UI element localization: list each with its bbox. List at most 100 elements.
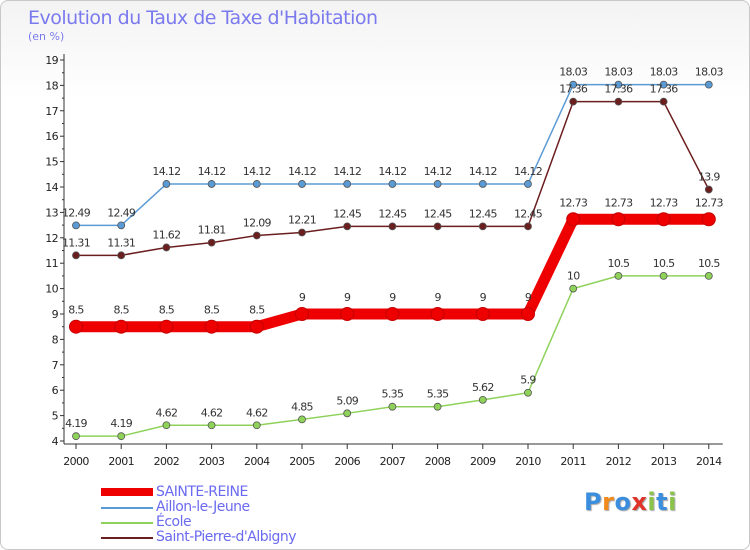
data-label-ecole: 5.9: [520, 374, 536, 387]
data-point-aillon-le-jeune: [388, 180, 397, 188]
data-point-saint-pierre-d-albigny: [162, 243, 171, 252]
data-label-ecole: 4.62: [156, 406, 178, 419]
data-label-aillon-le-jeune: 14.12: [288, 165, 316, 178]
chart-subtitle: (en %): [28, 30, 65, 43]
data-label-aillon-le-jeune: 18.03: [559, 66, 588, 79]
data-point-ecole: [72, 432, 80, 441]
data-point-saint-pierre-d-albigny: [569, 97, 578, 106]
x-tick-label: 2014: [696, 455, 722, 468]
data-label-aillon-le-jeune: 14.12: [152, 165, 180, 178]
legend-label-sainte-reine: SAINTE-REINE: [156, 484, 248, 500]
data-point-saint-pierre-d-albigny: [614, 97, 623, 106]
x-tick-label: 2005: [289, 455, 315, 468]
data-label-saint-pierre-d-albigny: 17.36: [559, 83, 588, 96]
x-tick-label: 2004: [244, 455, 270, 468]
data-label-aillon-le-jeune: 12.49: [107, 206, 136, 219]
legend-label-ecole: École: [156, 514, 192, 530]
y-tick-label: 5: [52, 410, 59, 423]
y-tick-label: 14: [45, 181, 58, 194]
data-label-sainte-reine: 8.5: [113, 304, 129, 317]
x-tick-label: 2013: [651, 455, 677, 468]
data-label-sainte-reine: 9: [525, 291, 532, 304]
x-tick-label: 2008: [425, 455, 451, 468]
legend-item-ecole[interactable]: École: [101, 514, 361, 530]
data-point-sainte-reine: [701, 212, 716, 227]
data-point-saint-pierre-d-albigny: [207, 238, 216, 247]
x-tick-label: 2002: [154, 455, 180, 468]
data-point-ecole: [298, 415, 306, 424]
data-label-sainte-reine: 8.5: [68, 304, 84, 317]
logo-letter: r: [602, 488, 615, 516]
data-point-sainte-reine: [295, 307, 309, 321]
logo-letter: i: [668, 488, 677, 516]
data-label-sainte-reine: 8.5: [159, 304, 175, 317]
data-label-aillon-le-jeune: 12.49: [62, 206, 91, 219]
logo-letter: i: [647, 488, 657, 516]
data-point-saint-pierre-d-albigny: [704, 185, 713, 194]
data-label-saint-pierre-d-albigny: 12.45: [378, 207, 407, 220]
data-label-sainte-reine: 8.5: [204, 304, 220, 317]
y-tick-label: 6: [52, 384, 59, 397]
legend-swatch-saint-pierre-d-albigny: [101, 537, 153, 539]
x-tick-label: 2003: [199, 455, 225, 468]
data-label-sainte-reine: 9: [344, 291, 351, 304]
data-point-sainte-reine: [114, 319, 129, 334]
data-label-saint-pierre-d-albigny: 17.36: [604, 83, 633, 96]
data-label-ecole: 4.19: [110, 417, 132, 430]
data-label-saint-pierre-d-albigny: 11.31: [107, 236, 135, 249]
data-label-aillon-le-jeune: 14.12: [243, 165, 271, 178]
data-label-aillon-le-jeune: 14.12: [514, 165, 542, 178]
legend-item-sainte-reine[interactable]: SAINTE-REINE: [101, 484, 361, 500]
data-label-sainte-reine: 9: [480, 291, 487, 304]
y-tick-label: 19: [45, 54, 58, 67]
data-label-sainte-reine: 9: [434, 291, 441, 304]
proxiti-logo: Proxiti: [584, 488, 677, 516]
data-label-ecole: 4.62: [246, 406, 268, 419]
data-label-sainte-reine: 12.73: [695, 196, 724, 209]
data-point-ecole: [614, 271, 623, 280]
data-label-sainte-reine: 12.73: [559, 196, 588, 209]
legend-swatch-aillon-le-jeune: [101, 507, 153, 509]
data-point-saint-pierre-d-albigny: [433, 222, 442, 231]
legend-item-saint-pierre-d-albigny[interactable]: Saint-Pierre-d'Albigny: [101, 529, 361, 545]
data-point-sainte-reine: [69, 319, 83, 334]
data-label-aillon-le-jeune: 14.12: [424, 165, 452, 178]
y-tick-label: 17: [45, 105, 58, 118]
data-point-aillon-le-jeune: [524, 180, 532, 188]
data-label-saint-pierre-d-albigny: 12.45: [333, 207, 362, 220]
logo-letter: x: [631, 488, 648, 516]
y-tick-label: 16: [45, 130, 58, 143]
data-point-ecole: [207, 421, 216, 430]
data-label-saint-pierre-d-albigny: 12.45: [469, 207, 498, 220]
data-point-ecole: [117, 432, 126, 441]
chart-title: Evolution du Taux de Taxe d'Habitation: [28, 7, 378, 29]
data-point-sainte-reine: [385, 307, 400, 321]
data-label-ecole: 5.62: [472, 381, 494, 394]
data-point-ecole: [343, 409, 352, 418]
legend-swatch-sainte-reine: [101, 488, 153, 496]
data-point-ecole: [433, 402, 442, 411]
data-label-aillon-le-jeune: 14.12: [333, 165, 361, 178]
x-tick-label: 2012: [606, 455, 632, 468]
y-tick-label: 15: [45, 156, 58, 169]
data-point-aillon-le-jeune: [117, 221, 126, 230]
data-point-saint-pierre-d-albigny: [388, 222, 397, 231]
data-point-ecole: [524, 388, 532, 397]
data-point-sainte-reine: [204, 319, 219, 334]
data-point-saint-pierre-d-albigny: [298, 228, 306, 237]
y-tick-label: 11: [45, 257, 58, 270]
data-point-aillon-le-jeune: [298, 180, 306, 188]
data-point-aillon-le-jeune: [252, 180, 261, 188]
data-label-sainte-reine: 12.73: [604, 196, 633, 209]
data-label-ecole: 4.85: [291, 400, 313, 413]
data-point-ecole: [569, 284, 578, 293]
data-point-aillon-le-jeune: [72, 221, 80, 230]
data-point-sainte-reine: [475, 307, 490, 321]
data-label-ecole: 5.35: [427, 388, 449, 401]
data-label-saint-pierre-d-albigny: 11.31: [62, 236, 90, 249]
x-tick-label: 2010: [515, 455, 541, 468]
legend-item-aillon-le-jeune[interactable]: Aillon-le-Jeune: [101, 499, 361, 515]
x-tick-label: 2006: [334, 455, 360, 468]
